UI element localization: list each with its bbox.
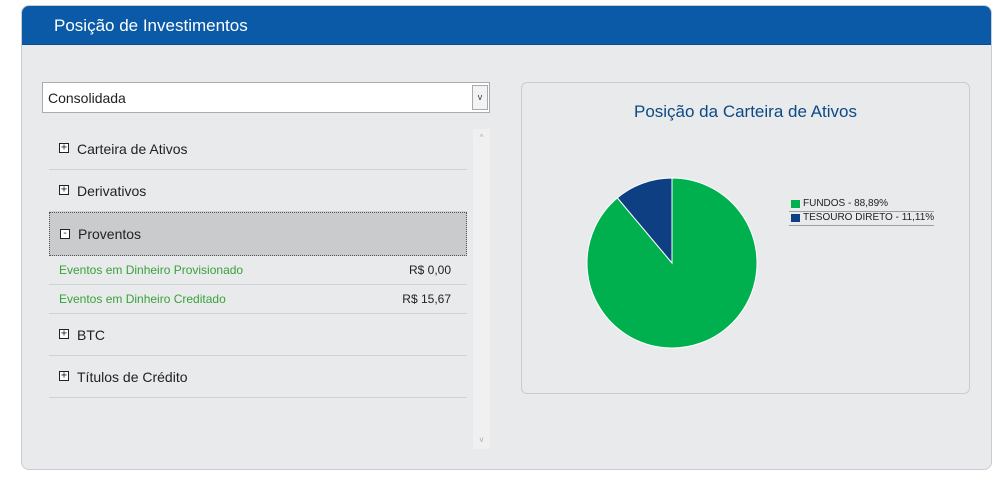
list-item-creditado[interactable]: Eventos em Dinheiro Creditado R$ 15,67 (49, 285, 467, 314)
legend-swatch (791, 214, 800, 222)
expand-icon[interactable]: + (59, 142, 69, 153)
section-label[interactable]: Carteira de Ativos (77, 141, 188, 157)
sub-item-value: R$ 0,00 (408, 263, 451, 277)
scroll-up-icon[interactable]: ^ (479, 133, 484, 142)
legend-label: FUNDOS - 88,89% (803, 198, 889, 209)
scroll-down-icon[interactable]: v (479, 435, 484, 444)
chevron-down-icon[interactable]: v (472, 85, 488, 110)
section-label[interactable]: Derivativos (77, 183, 147, 199)
sub-item-label[interactable]: Eventos em Dinheiro Provisionado (59, 263, 244, 277)
portfolio-select-value: Consolidada (48, 90, 126, 106)
legend-label: TESOURO DIRETO - 11,11% (803, 212, 935, 223)
pie-slice-tesouro-direto (616, 177, 673, 265)
section-proventos[interactable]: - Proventos (49, 212, 467, 256)
portfolio-select[interactable]: Consolidada v (42, 82, 490, 113)
legend-item-tesouro: TESOURO DIRETO - 11,11% (789, 212, 935, 226)
chart-container: Posição da Carteira de Ativos FUNDOS - 8… (521, 82, 970, 394)
list-scrollbar[interactable]: ^ v (473, 129, 490, 449)
expand-icon[interactable]: + (59, 370, 69, 381)
expand-icon[interactable]: + (59, 328, 69, 339)
panel-title: Posição de Investimentos (22, 6, 991, 45)
section-label[interactable]: Proventos (78, 226, 142, 242)
section-carteira-de-ativos[interactable]: + Carteira de Ativos (49, 128, 467, 170)
chart-legend: FUNDOS - 88,89% TESOURO DIRETO - 11,11% (789, 198, 935, 226)
section-label[interactable]: BTC (77, 327, 105, 343)
legend-item-fundos: FUNDOS - 88,89% (789, 198, 935, 212)
sub-item-label[interactable]: Eventos em Dinheiro Creditado (59, 292, 226, 306)
section-derivativos[interactable]: + Derivativos (49, 170, 467, 212)
legend-swatch (791, 200, 800, 208)
chart-title: Posição da Carteira de Ativos (633, 102, 857, 121)
expand-icon[interactable]: + (59, 184, 69, 195)
pie-chart (586, 177, 758, 349)
section-label[interactable]: Títulos de Crédito (77, 369, 188, 385)
sub-item-value: R$ 15,67 (402, 292, 451, 306)
section-titulos-de-credito[interactable]: + Títulos de Crédito (49, 356, 467, 398)
collapse-icon[interactable]: - (60, 228, 70, 239)
investments-panel: Posição de Investimentos Consolidada v +… (21, 5, 992, 470)
section-btc[interactable]: + BTC (49, 314, 467, 356)
category-list: + Carteira de Ativos + Derivativos - Pro… (49, 128, 467, 451)
list-item-provisionado[interactable]: Eventos em Dinheiro Provisionado R$ 0,00 (49, 256, 467, 285)
